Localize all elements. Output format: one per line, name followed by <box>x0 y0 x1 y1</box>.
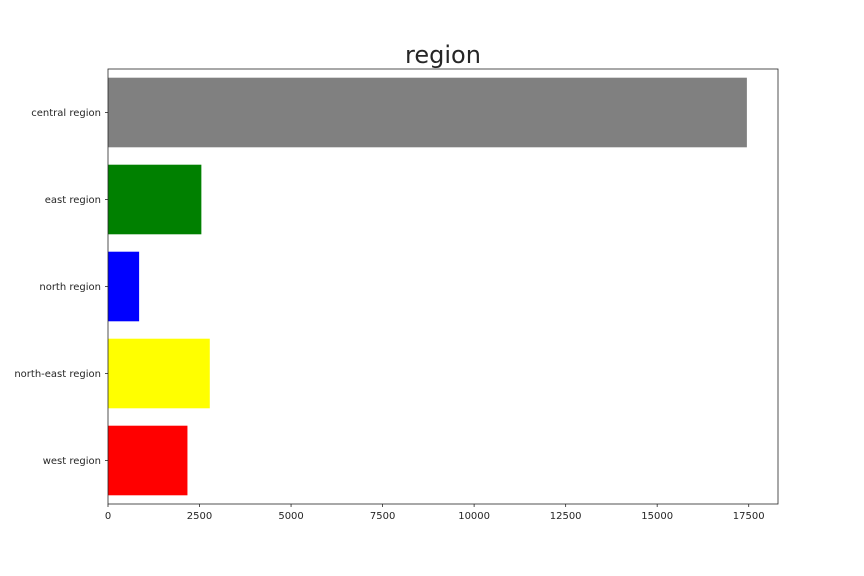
y-tick-label: east region <box>45 195 101 206</box>
y-tick-label: west region <box>43 456 101 467</box>
chart-title: region <box>405 41 481 69</box>
bars-layer <box>108 77 747 496</box>
x-tick-label: 2500 <box>187 511 212 522</box>
bar-west-region <box>108 425 188 496</box>
y-tick-label: north region <box>39 282 101 293</box>
x-tick-label: 12500 <box>550 511 582 522</box>
bar-east-region <box>108 164 202 235</box>
x-tick-label: 0 <box>105 511 111 522</box>
bar-north-east-region <box>108 338 210 409</box>
x-tick-label: 15000 <box>641 511 673 522</box>
y-tick-label: north-east region <box>14 369 101 380</box>
x-tick-label: 17500 <box>733 511 765 522</box>
x-tick-label: 7500 <box>370 511 395 522</box>
x-tick-labels: 0 2500 5000 7500 10000 12500 15000 17500 <box>105 504 765 522</box>
y-tick-labels: central region east region north region nor… <box>14 108 108 467</box>
x-tick-label: 10000 <box>458 511 490 522</box>
x-tick-label: 5000 <box>278 511 303 522</box>
y-tick-label: central region <box>31 108 101 119</box>
bar-central-region <box>108 77 747 148</box>
bar-north-region <box>108 251 140 322</box>
